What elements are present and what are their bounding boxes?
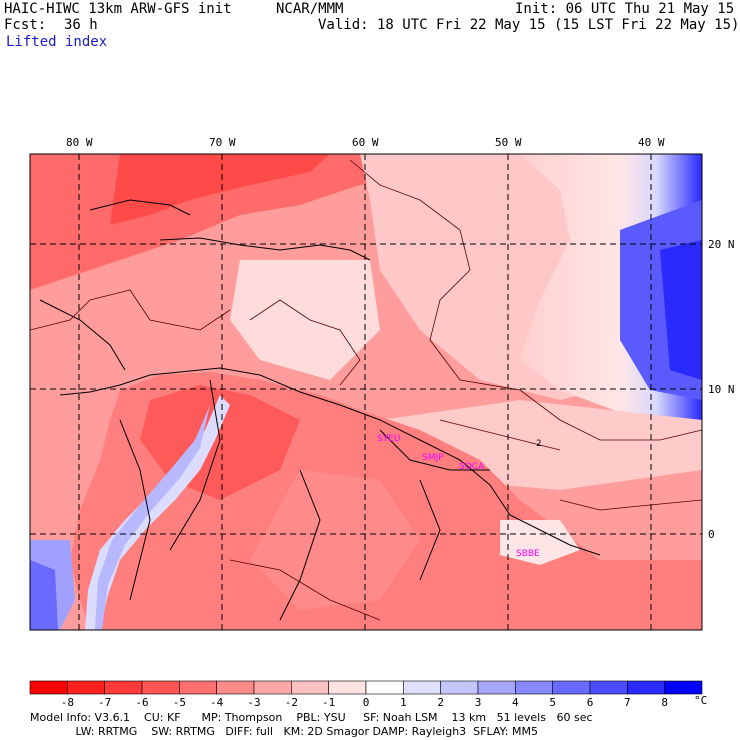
colorbar-tick-label: -1 — [322, 696, 335, 709]
colorbar-swatch — [253, 680, 292, 695]
colorbar-ticks: -8 -7 -6 -5 -4 -3 -2 -1 0 1 2 3 4 5 6 7 8 — [61, 696, 668, 709]
colorbar-tick-label: 5 — [549, 696, 556, 709]
station-sbbe: SBBE — [516, 549, 540, 559]
colorbar-tick-label: -7 — [98, 696, 111, 709]
model-info-line2: LW: RRTMG SW: RRTMG DIFF: full KM: 2D Sm… — [30, 725, 538, 738]
station-soca: SOCA — [459, 462, 485, 472]
colorbar-swatch — [515, 680, 553, 695]
colorbar-tick-label: 3 — [475, 696, 482, 709]
colorbar-unit: °C — [694, 694, 707, 707]
colorbar-swatch — [365, 680, 404, 695]
colorbar-swatch — [291, 680, 329, 695]
colorbar-swatch — [67, 680, 105, 695]
colorbar-swatch — [403, 680, 441, 695]
lon-label-70w: 70 W — [209, 136, 236, 149]
coastlines — [39, 199, 601, 621]
colorbar-tick-label: -3 — [247, 696, 260, 709]
colorbar-tick-label: 6 — [587, 696, 594, 709]
station-smjp: SMJP — [422, 453, 444, 463]
colorbar-swatch — [440, 680, 479, 695]
colorbar-tick-label: 4 — [512, 696, 519, 709]
graticule — [30, 154, 702, 630]
colorbar-swatch — [216, 680, 255, 695]
station-syeu: SYEU — [377, 434, 400, 444]
colorbar-tick-label: -2 — [285, 696, 298, 709]
valid-time: Valid: 18 UTC Fri 22 May 15 (15 LST Fri … — [318, 17, 740, 33]
model-info-line1: Model Info: V3.6.1 CU: KF MP: Thompson P… — [30, 711, 593, 724]
colorbar-swatch — [29, 680, 68, 695]
colorbar-tick-label: 7 — [624, 696, 631, 709]
colorbar-swatch — [552, 680, 591, 695]
forecast-hour: 36 h — [64, 17, 98, 33]
lat-label-10n: 10 N — [708, 383, 735, 396]
forecast-label: Fcst: — [4, 17, 47, 33]
colorbar-tick-label: -8 — [61, 696, 74, 709]
colorbar — [29, 680, 703, 695]
colorbar-tick-label: 1 — [400, 696, 407, 709]
lon-label-80w: 80 W — [66, 136, 93, 149]
colorbar-swatch — [627, 680, 665, 695]
colorbar-tick-label: -5 — [173, 696, 186, 709]
lon-label-40w: 40 W — [638, 136, 665, 149]
colorbar-swatch — [104, 680, 143, 695]
lat-label-20n: 20 N — [708, 238, 735, 251]
colorbar-tick-label: -6 — [135, 696, 148, 709]
lifted-index-field — [30, 154, 702, 630]
org-label: NCAR/MMM — [276, 1, 344, 17]
field-name: Lifted index — [6, 34, 108, 50]
colorbar-swatch — [328, 680, 367, 695]
map-frame — [29, 153, 703, 631]
colorbar-swatch — [664, 680, 703, 695]
lon-label-50w: 50 W — [495, 136, 522, 149]
contours — [30, 159, 702, 621]
colorbar-tick-label: 2 — [437, 696, 444, 709]
colorbar-tick-label: -4 — [210, 696, 224, 709]
model-title: HAIC-HIWC 13km ARW-GFS init — [4, 1, 232, 17]
init-time: Init: 06 UTC Thu 21 May 15 — [515, 1, 735, 17]
contour-label: 2 — [536, 439, 541, 449]
colorbar-swatch — [141, 680, 180, 695]
colorbar-swatch — [477, 680, 516, 695]
lat-label-0: 0 — [708, 528, 715, 541]
lon-label-60w: 60 W — [352, 136, 379, 149]
colorbar-swatch — [179, 680, 217, 695]
colorbar-tick-label: 8 — [661, 696, 668, 709]
colorbar-swatch — [589, 680, 628, 695]
colorbar-tick-label: 0 — [363, 696, 370, 709]
